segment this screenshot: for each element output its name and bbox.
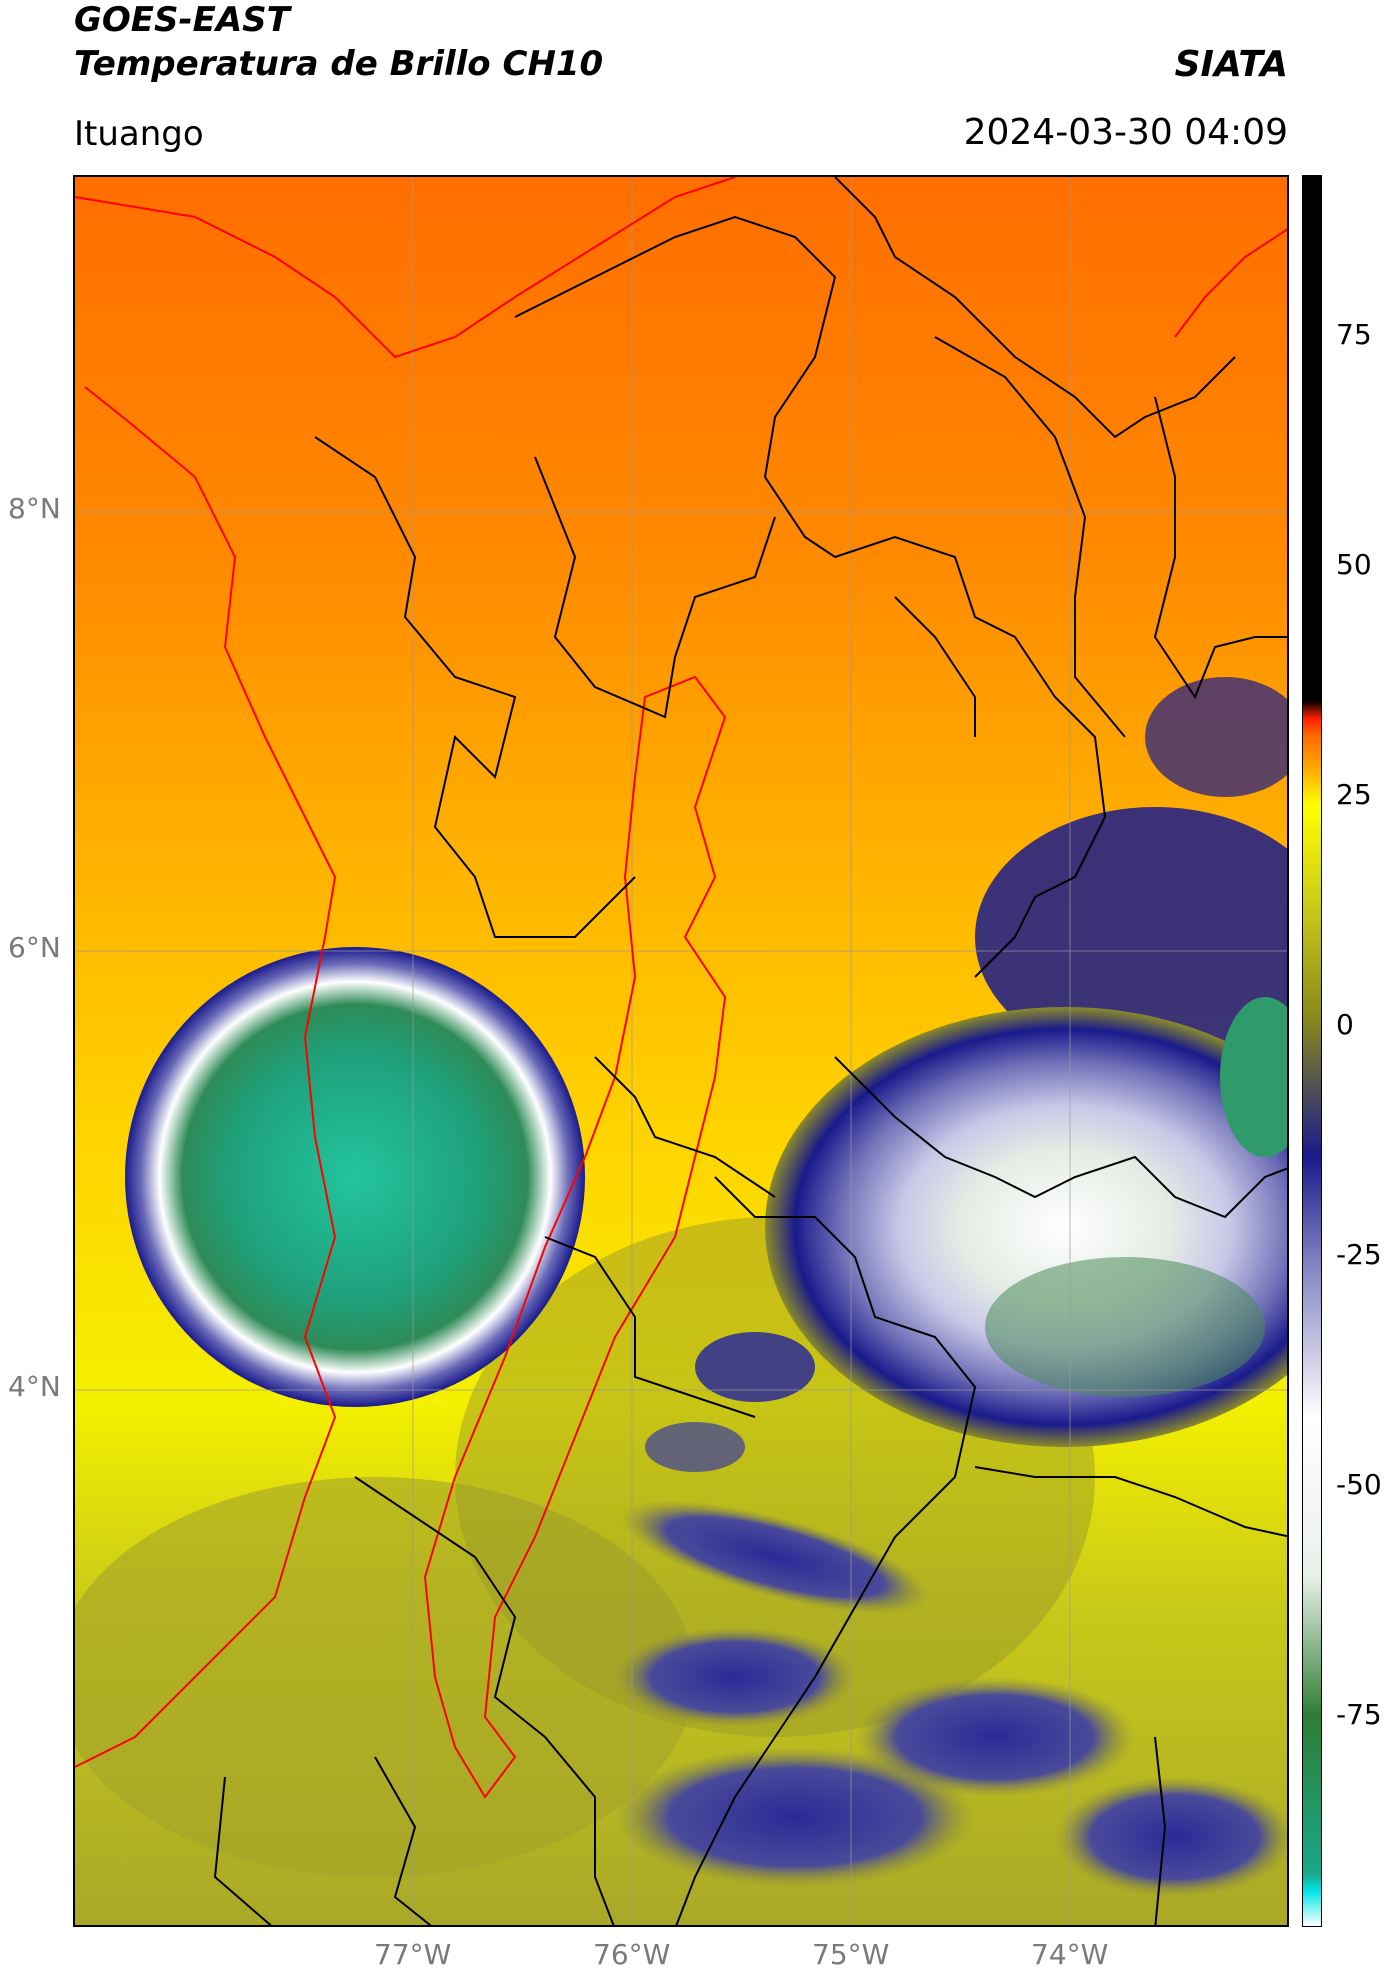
colorbar-tick-label: -50 (1336, 1468, 1382, 1501)
organization-label: SIATA (1174, 44, 1288, 85)
map-canvas (75, 177, 1287, 1925)
lat-label-6n: 6°N (8, 931, 61, 964)
graticule (75, 177, 1287, 1925)
colorbar-tick-label: 0 (1336, 1008, 1354, 1041)
highlight-boundaries (75, 177, 1287, 1799)
title-line-1: GOES-EAST (74, 0, 290, 40)
location-label: Ituango (74, 114, 204, 154)
lon-label-74w: 74°W (1031, 1938, 1109, 1971)
western-convective-cell (125, 947, 585, 1407)
lat-label-4n: 4°N (8, 1370, 61, 1403)
colorbar-tick-label: -25 (1336, 1238, 1382, 1271)
lon-label-77w: 77°W (374, 1938, 452, 1971)
colorbar-tick-label: 50 (1336, 548, 1372, 581)
colorbar-tick-label: 25 (1336, 778, 1372, 811)
lon-label-75w: 75°W (812, 1938, 890, 1971)
lon-label-76w: 76°W (593, 1938, 671, 1971)
colorbar-tick-label: 75 (1336, 318, 1372, 351)
admin-boundaries (213, 177, 1287, 1925)
timestamp-label: 2024-03-30 04:09 (963, 112, 1288, 153)
title-line-2: Temperatura de Brillo CH10 (74, 44, 604, 84)
lat-label-8n: 8°N (8, 492, 61, 525)
satellite-map (73, 175, 1289, 1927)
colorbar-tick-label: -75 (1336, 1698, 1382, 1731)
colorbar (1302, 175, 1322, 1927)
